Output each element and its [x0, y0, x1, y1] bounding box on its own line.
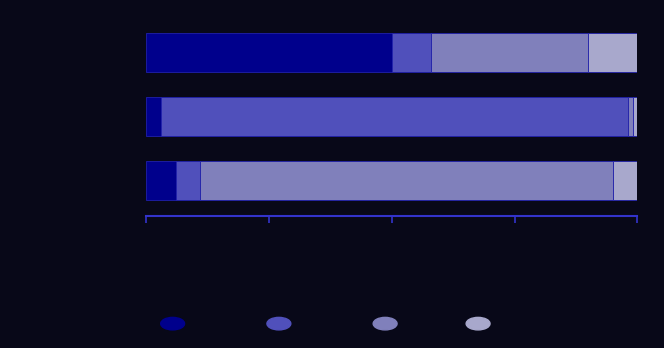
Bar [161, 97, 627, 136]
Bar [431, 33, 588, 72]
Bar [633, 97, 637, 136]
Bar [146, 161, 175, 200]
Bar [627, 97, 633, 136]
Bar [175, 161, 200, 200]
Bar [146, 97, 161, 136]
Bar [200, 161, 613, 200]
Bar [392, 33, 431, 72]
Bar [146, 33, 392, 72]
Bar [613, 161, 637, 200]
Bar [588, 33, 637, 72]
